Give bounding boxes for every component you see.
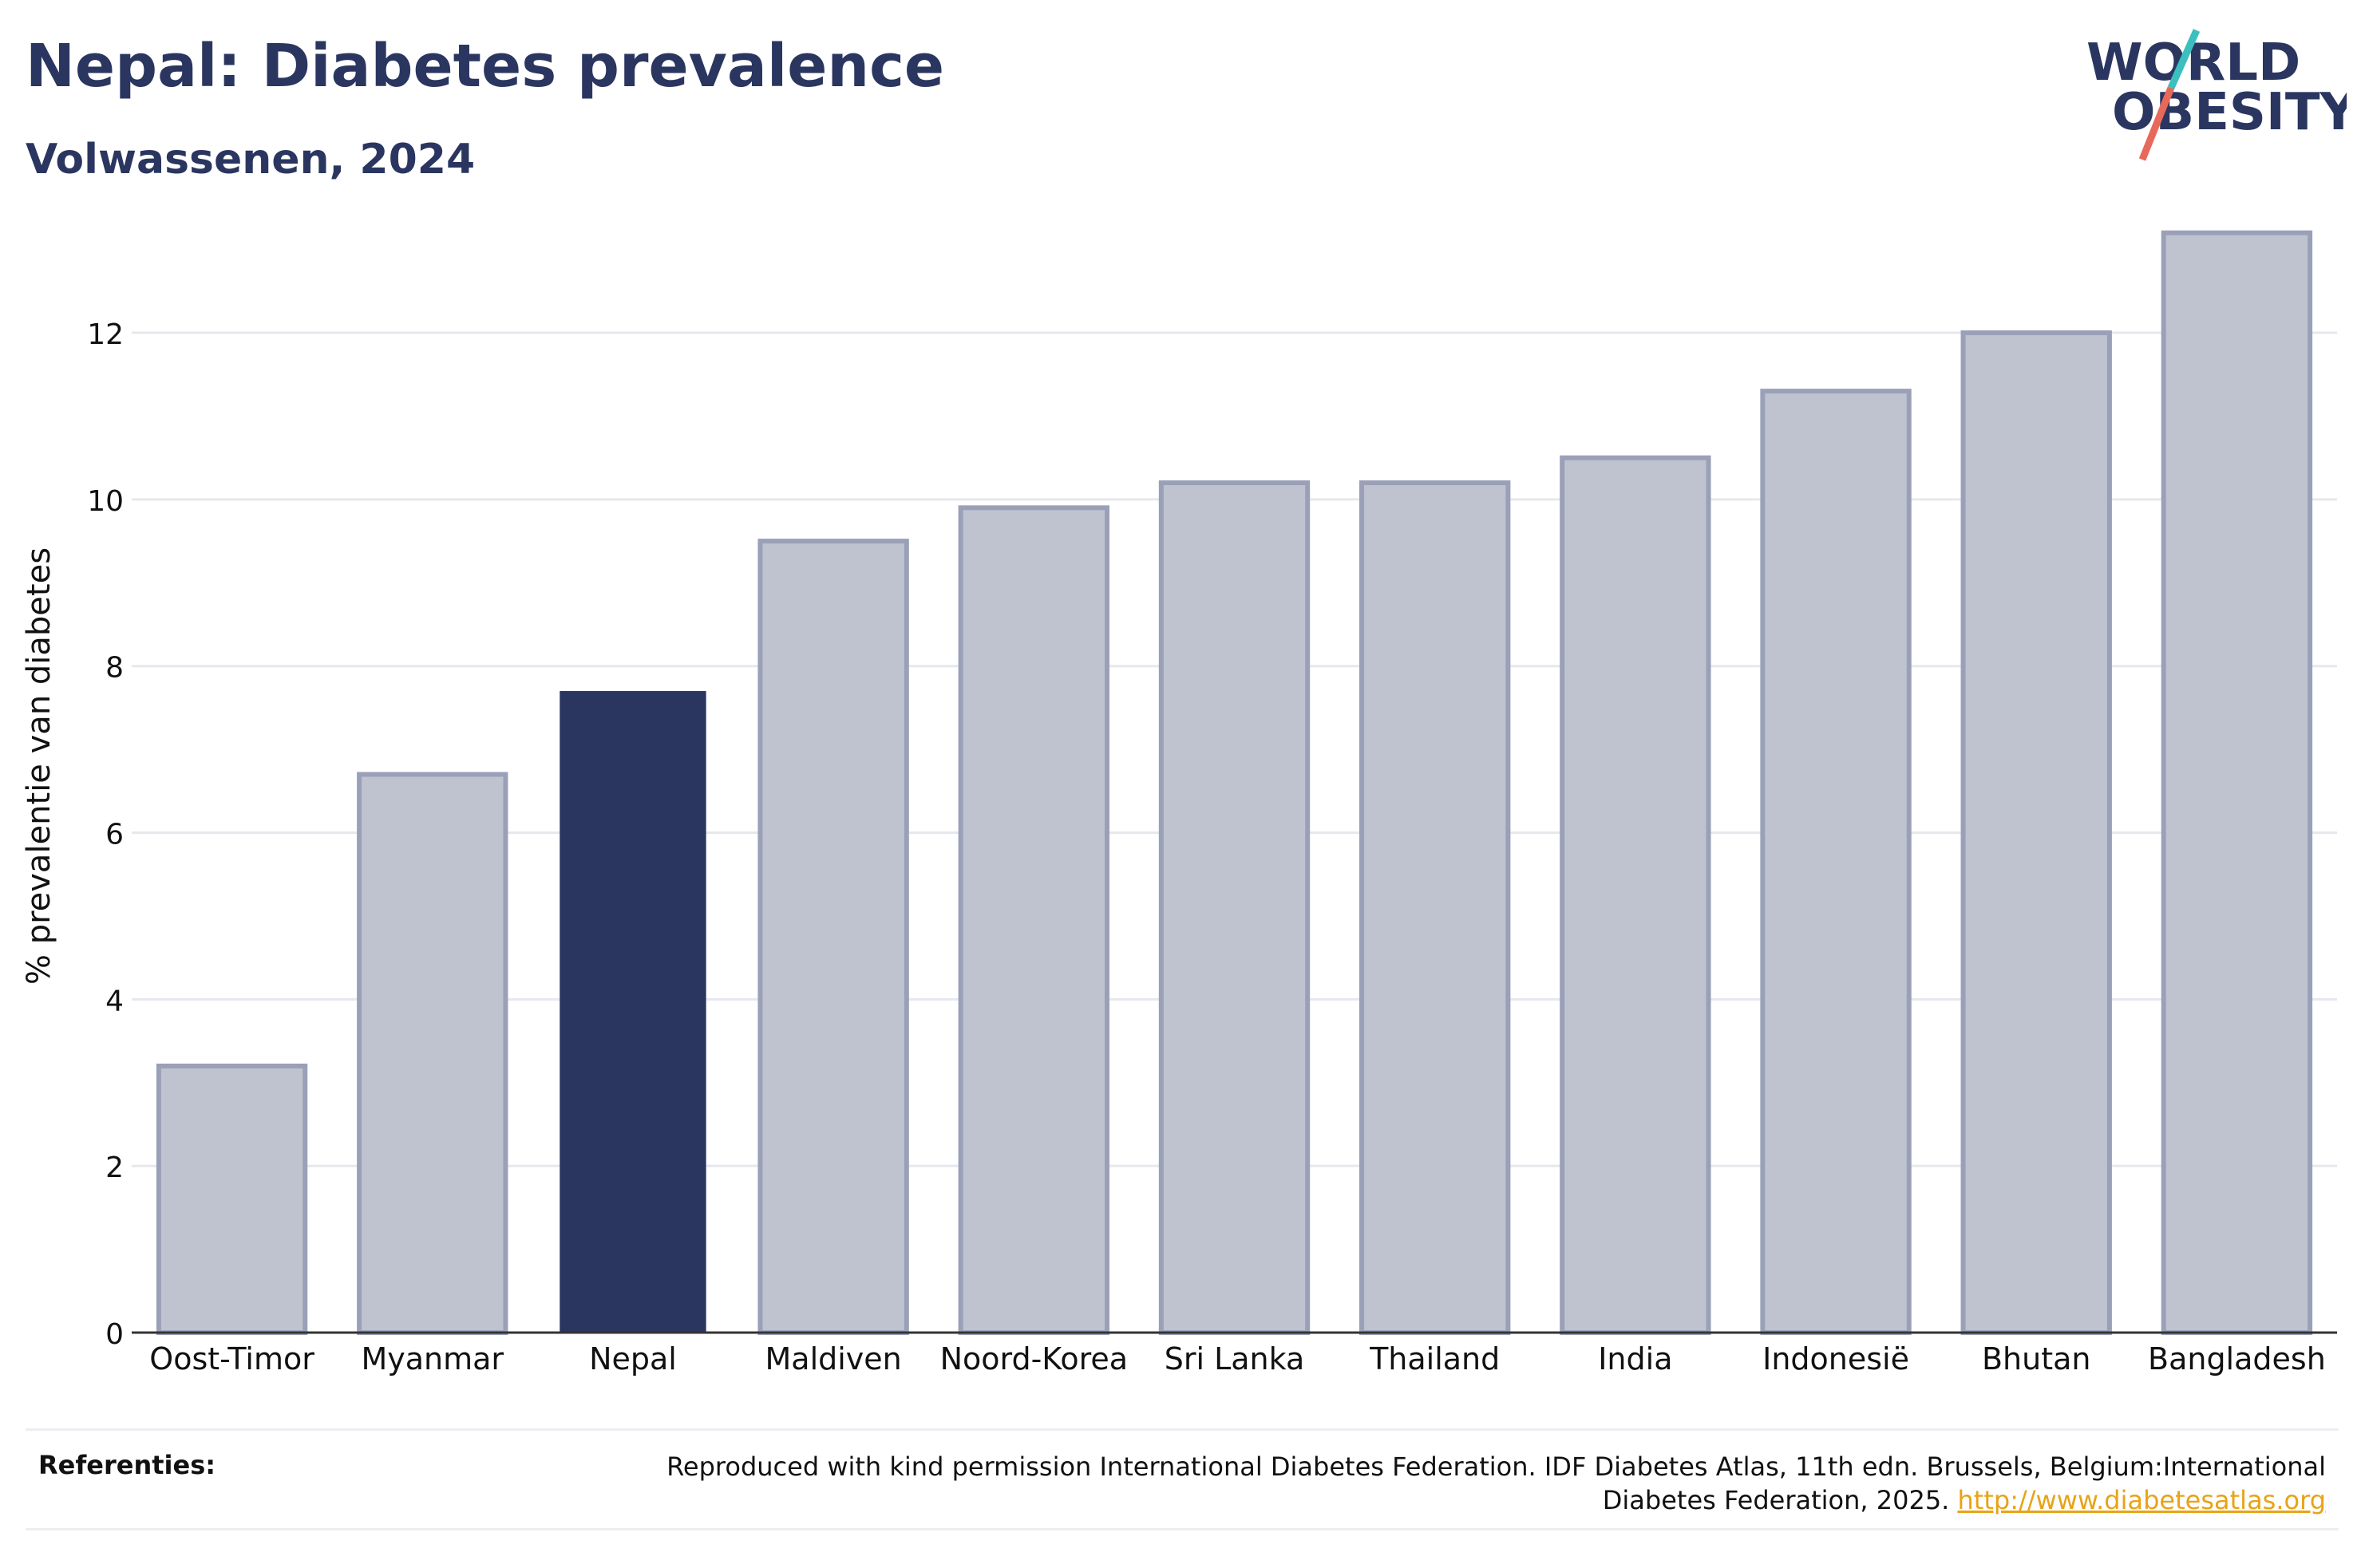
y-tick-label: 0	[105, 1318, 124, 1351]
x-tick-label: Thailand	[1369, 1341, 1500, 1376]
references-label: Referenties:	[38, 1450, 216, 1480]
y-tick-label: 12	[87, 318, 124, 351]
world-obesity-logo: WORLD OBESITY	[2086, 29, 2347, 161]
bar	[1760, 389, 1912, 1335]
bar	[757, 539, 909, 1335]
x-tick-label: Oost-Timor	[149, 1341, 314, 1376]
x-tick-label: Maldiven	[765, 1341, 902, 1376]
bar-highlight	[560, 691, 706, 1333]
x-tick-label: Myanmar	[361, 1341, 504, 1376]
xtick-layer: Oost-Timor Myanmar Nepal Maldiven Noord-Kore…	[149, 1341, 2326, 1376]
bar	[1960, 330, 2112, 1335]
bar	[156, 1063, 308, 1335]
bar	[357, 772, 508, 1335]
x-tick-label: Bhutan	[1982, 1341, 2091, 1376]
y-tick-label: 10	[87, 485, 124, 518]
references-text-block: Reproduced with kind permission Internat…	[650, 1450, 2326, 1517]
y-tick-label: 8	[105, 652, 124, 685]
logo-slash-bottom-icon	[2138, 86, 2175, 161]
logo-slash-top-icon	[2167, 29, 2201, 89]
bar	[1158, 480, 1311, 1335]
references-link[interactable]: http://www.diabetesatlas.org	[1957, 1485, 2326, 1515]
bar	[1359, 480, 1511, 1335]
chart-title: Nepal: Diabetes prevalence	[26, 32, 945, 101]
ytick-layer: 0 2 4 6 8 10 12	[87, 318, 124, 1351]
chart-subtitle: Volwassenen, 2024	[26, 136, 476, 184]
x-tick-label: Noord-Korea	[940, 1341, 1128, 1376]
y-tick-label: 4	[105, 985, 124, 1017]
x-tick-label: Indonesië	[1762, 1341, 1909, 1376]
bar	[2161, 230, 2313, 1336]
x-tick-label: India	[1598, 1341, 1672, 1376]
y-tick-label: 2	[105, 1151, 124, 1184]
bar	[958, 505, 1109, 1336]
references-text: Reproduced with kind permission Internat…	[666, 1451, 2326, 1515]
bar-chart: 0 2 4 6 8 10 12 Oost-Timor Myanmar Nepal Maldiven…	[21, 230, 2337, 1376]
bar	[1560, 455, 1711, 1335]
references-section: Referenties: Reproduced with kind permis…	[26, 1428, 2339, 1530]
bar-layer	[156, 230, 2313, 1336]
x-tick-label: Sri Lanka	[1165, 1341, 1305, 1376]
x-tick-label: Nepal	[589, 1341, 677, 1376]
y-tick-label: 6	[105, 819, 124, 851]
x-tick-label: Bangladesh	[2148, 1341, 2326, 1376]
y-axis-label: % prevalentie van diabetes	[21, 547, 57, 985]
